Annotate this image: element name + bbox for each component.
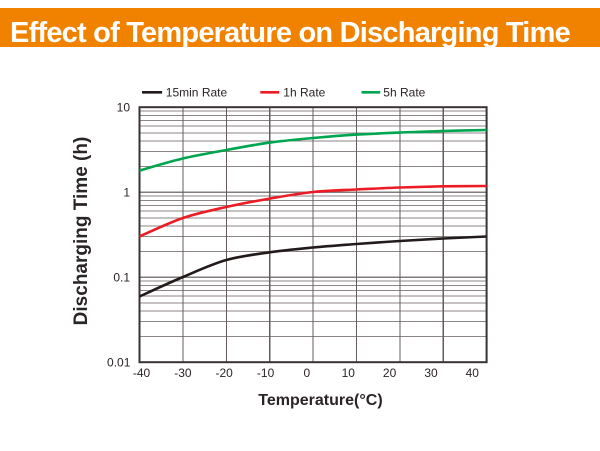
svg-text:-10: -10: [257, 366, 275, 380]
svg-text:0.1: 0.1: [113, 271, 130, 285]
svg-text:5h Rate: 5h Rate: [383, 86, 425, 100]
svg-text:-40: -40: [133, 366, 151, 380]
svg-text:1: 1: [123, 186, 130, 200]
svg-text:40: 40: [466, 366, 480, 380]
svg-text:1h Rate: 1h Rate: [283, 86, 325, 100]
svg-text:-30: -30: [174, 366, 192, 380]
svg-text:0.01: 0.01: [107, 356, 131, 370]
svg-text:Discharging Time (h): Discharging Time (h): [71, 137, 92, 326]
svg-text:-20: -20: [216, 366, 234, 380]
svg-text:30: 30: [424, 366, 438, 380]
svg-text:10: 10: [117, 101, 131, 115]
svg-text:Temperature(°C): Temperature(°C): [258, 392, 382, 409]
svg-text:20: 20: [383, 366, 397, 380]
svg-text:15min Rate: 15min Rate: [166, 86, 228, 100]
svg-text:0: 0: [304, 366, 311, 380]
svg-text:10: 10: [342, 366, 356, 380]
